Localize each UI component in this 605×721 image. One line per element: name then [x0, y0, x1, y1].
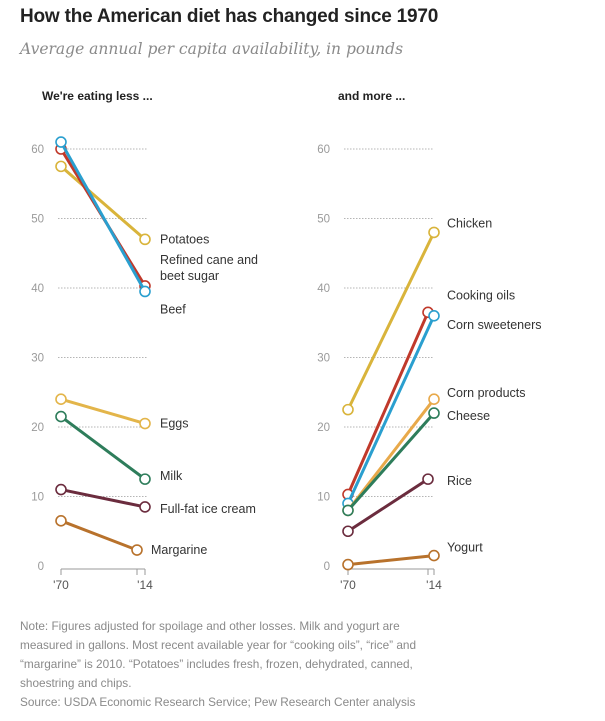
series-line [59, 519, 139, 552]
series-label: Yogurt [447, 541, 483, 555]
series-label: Potatoes [160, 232, 209, 246]
series-line [346, 230, 436, 412]
series-line [59, 415, 147, 481]
note-line: “margarine” is 2010. “Potatoes” includes… [20, 657, 413, 671]
data-point-2014 [139, 233, 151, 246]
note-line: shoestring and chips. [20, 676, 132, 690]
data-point-2014 [422, 473, 434, 485]
data-point-1970 [55, 160, 67, 173]
source-line: Source: USDA Economic Research Service; … [20, 695, 416, 709]
series-line [59, 140, 147, 293]
chart-title: How the American diet has changed since … [20, 6, 439, 27]
data-point-2014 [428, 393, 440, 406]
x-tick-label: '14 [137, 578, 153, 592]
data-point-2014 [139, 285, 151, 298]
y-tick-label: 40 [317, 283, 330, 295]
x-tick-label: '70 [340, 578, 356, 592]
y-tick-label: 50 [317, 214, 330, 226]
data-point-2014 [131, 544, 143, 556]
y-tick-label: 30 [317, 353, 330, 365]
y-tick-label: 30 [31, 353, 44, 365]
data-point-1970 [342, 558, 354, 571]
panel-title-more: and more ... [338, 89, 406, 103]
series-line [346, 314, 436, 505]
y-tick-label: 10 [31, 492, 44, 504]
series-label: Beef [160, 302, 186, 316]
series-beef: Beef [55, 136, 186, 316]
series-line [59, 397, 147, 426]
data-point-1970 [55, 515, 67, 527]
series-label: beet sugar [160, 269, 219, 283]
series-label: Eggs [160, 417, 189, 431]
series-label: Chicken [447, 216, 492, 230]
series-cooking-oils: Cooking oils [342, 288, 515, 501]
series-label: Corn products [447, 386, 526, 400]
series-full-fat-ice-cream: Full-fat ice cream [55, 483, 256, 516]
data-point-1970 [342, 403, 354, 416]
data-point-1970 [55, 410, 67, 423]
y-tick-label: 10 [317, 492, 330, 504]
series-potatoes: Potatoes [55, 160, 209, 246]
series-yogurt: Yogurt [342, 541, 483, 571]
note-line: measured in gallons. Most recent availab… [20, 638, 417, 652]
series-label: Cheese [447, 409, 490, 423]
series-corn-products: Corn products [342, 386, 526, 517]
series-label: Milk [160, 469, 183, 483]
data-point-2014 [428, 309, 440, 322]
data-point-2014 [139, 417, 151, 430]
series-margarine: Margarine [55, 515, 207, 557]
data-point-2014 [428, 549, 440, 562]
footnotes: Note: Figures adjusted for spoilage and … [20, 617, 580, 712]
y-tick-label: 60 [317, 144, 330, 156]
y-tick-label: 20 [31, 422, 44, 434]
panel-title-less: We're eating less ... [42, 89, 153, 103]
series-refined-cane-and-beet-sugar: Refined cane and beet sugar [55, 143, 258, 292]
data-point-2014 [428, 407, 440, 419]
series-line [59, 164, 147, 241]
y-tick-label: 40 [31, 283, 44, 295]
y-tick-label: 20 [317, 422, 330, 434]
y-tick-label: 0 [324, 561, 330, 573]
y-tick-label: 0 [38, 561, 44, 573]
data-point-1970 [342, 525, 354, 538]
series-line [346, 554, 436, 567]
x-tick-label: '14 [426, 578, 442, 592]
series-corn-sweeteners: Corn sweeteners [342, 309, 542, 510]
series-label: Cooking oils [447, 288, 515, 302]
series-rice: Rice [342, 473, 472, 538]
data-point-1970 [342, 504, 354, 517]
series-milk: Milk [55, 410, 183, 485]
series-eggs: Eggs [55, 393, 189, 431]
panel-more: 0 10 20 30 40 50 60 '70 '14 Chicken Cooking oils Co… [317, 144, 541, 592]
series-label: Corn sweeteners [447, 318, 542, 332]
series-label: Rice [447, 474, 472, 488]
data-point-1970 [55, 393, 67, 406]
series-chicken: Chicken [342, 216, 492, 416]
series-label: Margarine [151, 543, 207, 557]
series-line [346, 397, 436, 512]
data-point-1970 [55, 136, 67, 148]
data-point-1970 [55, 483, 67, 496]
series-label: Full-fat ice cream [160, 502, 256, 516]
data-point-2014 [139, 501, 151, 513]
series-cheese: Cheese [342, 407, 490, 517]
note-line: Note: Figures adjusted for spoilage and … [20, 619, 400, 633]
series-line [59, 488, 147, 509]
data-point-2014 [139, 473, 151, 485]
data-point-2014 [428, 226, 440, 239]
chart-subtitle: Average annual per capita availability, … [20, 40, 404, 58]
series-line [346, 477, 430, 533]
y-tick-label: 60 [31, 144, 44, 156]
x-tick-label: '70 [53, 578, 69, 592]
series-line [346, 310, 430, 496]
y-tick-label: 50 [31, 214, 44, 226]
series-line [346, 411, 436, 512]
series-label: Refined cane and [160, 253, 258, 267]
